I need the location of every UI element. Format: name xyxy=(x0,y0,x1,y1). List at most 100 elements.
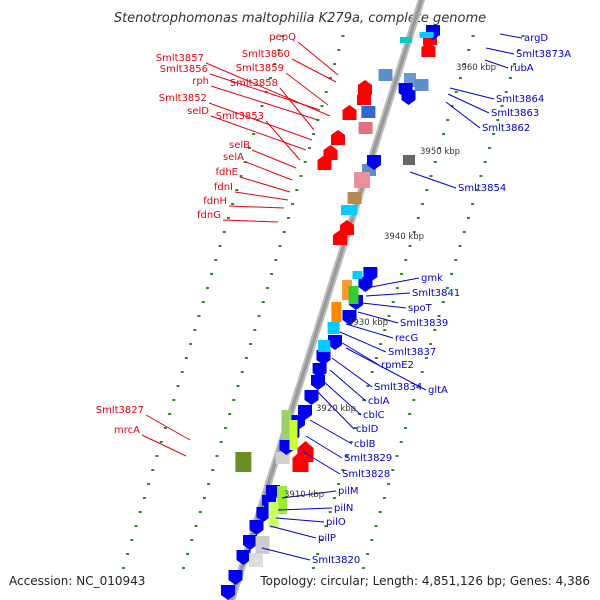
gene-arrow xyxy=(421,42,436,57)
leader-line xyxy=(499,33,523,39)
scale-markers: 3960 kbp 3950 kbp 3940 kbp 3930 kbp 3920 kbp… xyxy=(284,63,496,500)
gene-label-smlt3837: Smlt3837 xyxy=(388,347,436,358)
leader-line xyxy=(447,93,490,114)
accession-text: Accession: NC_010943 xyxy=(9,574,145,588)
gene-arrow xyxy=(331,130,345,145)
leader-line xyxy=(309,419,353,445)
leader-line xyxy=(275,517,325,523)
gene-label-smlt3839: Smlt3839 xyxy=(400,318,448,329)
gene-box xyxy=(348,286,359,304)
leader-line xyxy=(234,191,289,201)
leader-line xyxy=(315,389,355,430)
gene-arrow xyxy=(367,155,381,170)
gene-label-spot: spoT xyxy=(408,303,433,314)
gene-box xyxy=(331,302,342,322)
label-leader-lines xyxy=(141,33,523,561)
gene-label-seld: selD xyxy=(187,106,209,117)
gene-box xyxy=(327,322,340,334)
gene-label-smlt3852: Smlt3852 xyxy=(159,93,207,104)
gene-label-pilm: pilM xyxy=(338,486,359,497)
gene-label-pepq: pepQ xyxy=(269,32,296,43)
gene-box xyxy=(347,192,362,204)
gene-arrow xyxy=(323,145,338,160)
gene-box xyxy=(342,280,352,300)
leader-line xyxy=(265,120,301,161)
leader-line xyxy=(208,102,313,141)
gene-label-smlt3820: Smlt3820 xyxy=(312,555,360,566)
gene-box xyxy=(400,37,412,43)
gene-box xyxy=(249,553,263,567)
leader-line xyxy=(345,323,394,339)
gene-arrow xyxy=(311,375,325,390)
gene-label-cbla: cblA xyxy=(368,396,390,407)
gene-label-smlt3841: Smlt3841 xyxy=(412,288,460,299)
gene-arrow xyxy=(292,451,309,472)
gene-label-smlt3859: Smlt3859 xyxy=(236,63,284,74)
gene-arrow xyxy=(312,363,327,378)
gene-label-smlt3854: Smlt3854 xyxy=(458,183,506,194)
gene-box xyxy=(255,536,270,554)
gene-label-smlt3857: Smlt3857 xyxy=(156,53,204,64)
gene-label-smlt3860: Smlt3860 xyxy=(242,49,290,60)
scale-marker-label: 3930 kbp xyxy=(348,318,388,328)
gene-label-rpme2: rpmE2 xyxy=(381,360,414,371)
gene-label-smlt3863: Smlt3863 xyxy=(491,108,539,119)
gene-arrow xyxy=(228,570,243,585)
leader-line xyxy=(210,115,307,151)
gene-label-smlt3862: Smlt3862 xyxy=(482,123,530,134)
gene-label-ruba: rubA xyxy=(510,63,534,74)
gene-box xyxy=(268,502,279,528)
gene-box xyxy=(352,271,363,279)
gene-label-fdhe: fdhE xyxy=(215,167,238,178)
leader-line xyxy=(345,347,427,391)
gene-arrow xyxy=(304,390,319,405)
leader-line xyxy=(205,62,331,117)
scale-marker-label: 3940 kbp xyxy=(384,232,424,242)
gene-box xyxy=(277,486,287,514)
gene-arrow xyxy=(401,90,416,105)
leader-line xyxy=(279,87,315,131)
gene-box xyxy=(414,79,429,91)
gene-arrow xyxy=(328,335,342,350)
gene-box xyxy=(361,106,376,118)
gene-box xyxy=(235,452,252,472)
topology-text: Topology: circular; Length: 4,851,126 bp… xyxy=(259,574,590,588)
gene-label-fdnh: fdnH xyxy=(203,196,227,207)
leader-line xyxy=(333,337,380,366)
leader-line xyxy=(261,547,311,561)
leader-line xyxy=(329,369,367,402)
gene-arrow xyxy=(357,90,371,105)
leader-line xyxy=(145,414,191,441)
gene-label-smlt3873a: Smlt3873A xyxy=(516,49,571,60)
leader-line xyxy=(285,72,329,106)
leader-line xyxy=(449,87,495,100)
gene-label-recg: recG xyxy=(395,333,418,344)
leader-line xyxy=(357,311,399,324)
leader-line xyxy=(291,58,337,83)
gene-arrow xyxy=(243,535,257,550)
leader-line xyxy=(305,435,343,459)
leader-line xyxy=(365,277,420,289)
gene-box xyxy=(275,452,290,464)
gene-label-fdng: fdnG xyxy=(197,210,221,221)
leader-line xyxy=(209,73,321,111)
dotted-guide-lines xyxy=(121,35,525,569)
gene-label-smlt3834: Smlt3834 xyxy=(374,382,422,393)
leader-line xyxy=(321,379,362,416)
scale-marker-label: 3960 kbp xyxy=(456,63,496,73)
gene-label-smlt3828: Smlt3828 xyxy=(342,469,390,480)
gene-box xyxy=(419,32,434,38)
gene-label-cbld: cblD xyxy=(356,424,379,435)
gene-label-pilo: pilO xyxy=(326,517,346,528)
gene-label-smlt3853: Smlt3853 xyxy=(216,111,264,122)
gene-box xyxy=(378,69,393,81)
genome-title: Stenotrophomonas maltophilia K279a, comp… xyxy=(114,11,486,26)
gene-label-smlt3858: Smlt3858 xyxy=(230,78,278,89)
leader-line xyxy=(222,219,279,223)
gene-arrow xyxy=(249,520,264,535)
leader-line xyxy=(445,101,481,129)
leader-line xyxy=(245,161,293,181)
leader-line xyxy=(339,331,387,353)
